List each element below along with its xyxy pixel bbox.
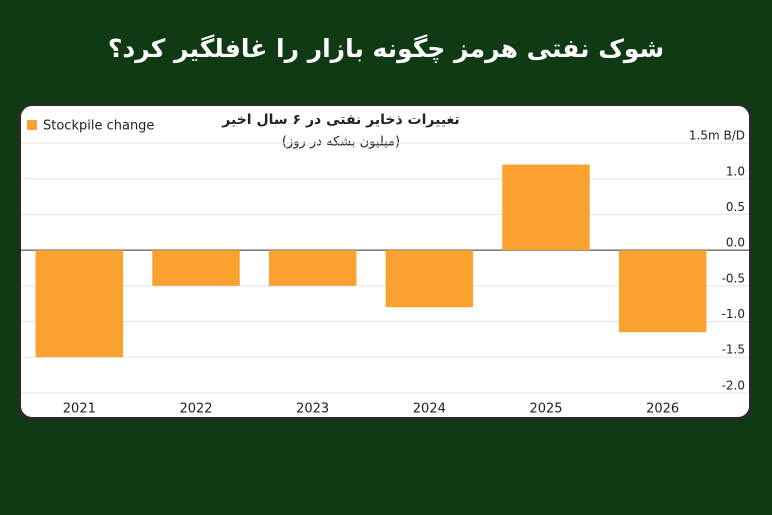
x-tick-label: 2025 [529, 402, 562, 417]
x-tick-label: 2021 [63, 402, 96, 417]
y-tick-label: 1.5m B/D [689, 129, 745, 143]
legend-label: Stockpile change [43, 119, 154, 134]
bar [385, 250, 474, 308]
y-tick-label: -1.5 [722, 343, 745, 357]
y-tick-label: 0.0 [726, 236, 745, 250]
x-tick-label: 2026 [646, 402, 679, 417]
y-tick-label: -2.0 [722, 378, 745, 392]
chart-card: تغییرات ذخایر نفتی در ۶ سال اخیر (میلیون… [18, 103, 752, 420]
legend-swatch [27, 120, 37, 130]
chart-title: تغییرات ذخایر نفتی در ۶ سال اخیر [221, 112, 459, 128]
chart-subtitle: (میلیون بشکه در روز) [282, 135, 400, 150]
x-tick-label: 2024 [413, 402, 446, 417]
chart: تغییرات ذخایر نفتی در ۶ سال اخیر (میلیون… [21, 112, 749, 417]
y-tick-label: -1.0 [722, 307, 745, 321]
bar [268, 250, 357, 286]
y-tick-label: 0.5 [726, 200, 745, 214]
bar [152, 250, 240, 286]
y-tick-label: -0.5 [722, 271, 745, 285]
x-tick-label: 2023 [296, 402, 329, 417]
y-tick-label: 1.0 [726, 164, 745, 178]
page-title: شوک نفتی هرمز چگونه بازار را غافلگیر کرد… [107, 34, 665, 63]
bar [35, 250, 124, 358]
bar [502, 164, 590, 251]
x-tick-label: 2022 [179, 402, 212, 417]
bar [618, 250, 707, 333]
